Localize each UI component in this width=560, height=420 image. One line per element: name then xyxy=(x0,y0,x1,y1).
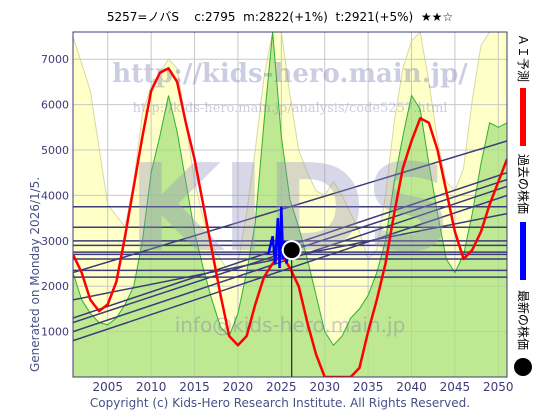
watermark-url-sub: http://kids-hero.main.jp/analysis/code52… xyxy=(133,101,448,116)
rating-stars: ★★☆ xyxy=(420,10,454,24)
generated-date-label: Generated on Monday 2026/1/5. xyxy=(28,176,42,372)
legend-swatch-latest xyxy=(514,358,532,376)
plot-frame xyxy=(72,31,508,378)
y-tick-label: 3000 xyxy=(41,235,69,248)
y-tick-label: 7000 xyxy=(41,53,69,66)
copyright-footer: Copyright (c) Kids-Hero Research Institu… xyxy=(89,396,471,410)
current-price: c:2795 xyxy=(194,10,236,24)
green-area xyxy=(73,32,507,377)
x-tick-label: 2020 xyxy=(223,380,254,394)
y-tick-label: 2000 xyxy=(41,280,69,293)
y-tick-label: 4000 xyxy=(41,189,69,202)
legend-label-latest: 最新の株価 xyxy=(516,290,530,351)
x-tick-label: 2030 xyxy=(309,380,340,394)
trend-line xyxy=(73,140,507,274)
watermark-url-main: http://kids-hero.main.jp/ xyxy=(112,59,468,89)
x-tick-label: 2015 xyxy=(179,380,210,394)
x-tick-label: 2040 xyxy=(396,380,427,394)
x-tick-label: 2045 xyxy=(440,380,471,394)
y-tick-label: 6000 xyxy=(41,99,69,112)
x-tick-label: 2035 xyxy=(353,380,384,394)
mid-price: m:2822(+1%) xyxy=(243,10,328,24)
target-price: t:2921(+5%) xyxy=(335,10,414,24)
x-tick-label: 2025 xyxy=(266,380,297,394)
legend-label-prediction: ＡＩ予測 xyxy=(516,34,530,83)
prediction-line xyxy=(73,67,507,377)
x-tick-label: 2010 xyxy=(136,380,167,394)
latest-price-marker xyxy=(281,240,302,261)
y-tick-label: 5000 xyxy=(41,144,69,157)
y-tick-label: 1000 xyxy=(41,326,69,339)
legend-label-history: 過去の株価 xyxy=(516,154,530,215)
x-tick-label: 2050 xyxy=(483,380,514,394)
legend-swatch-history xyxy=(520,222,526,280)
legend-swatch-prediction xyxy=(520,88,526,146)
chart-header: 5257=ノバS c:2795 m:2822(+1%) t:2921(+5%) … xyxy=(0,8,560,25)
stock-code: 5257=ノバS xyxy=(106,10,180,24)
x-tick-label: 2005 xyxy=(92,380,123,394)
